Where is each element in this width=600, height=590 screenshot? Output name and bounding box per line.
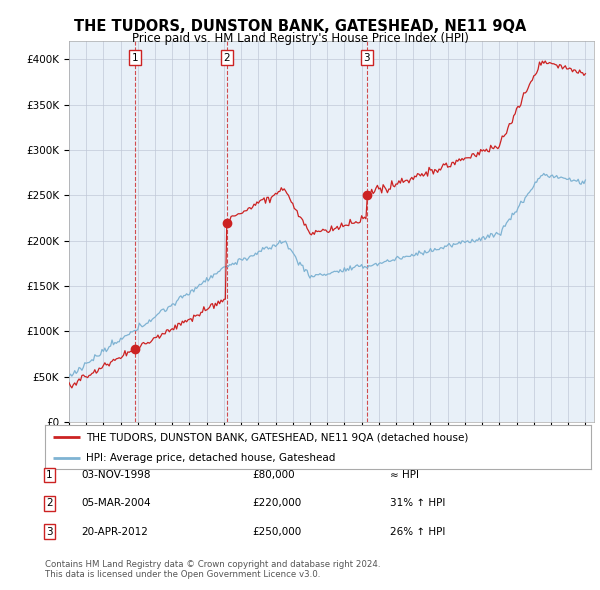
- Text: Contains HM Land Registry data © Crown copyright and database right 2024.
This d: Contains HM Land Registry data © Crown c…: [45, 560, 380, 579]
- Text: £80,000: £80,000: [252, 470, 295, 480]
- Text: 05-MAR-2004: 05-MAR-2004: [81, 499, 151, 508]
- Text: 3: 3: [46, 527, 53, 536]
- Text: 26% ↑ HPI: 26% ↑ HPI: [390, 527, 445, 536]
- Text: £250,000: £250,000: [252, 527, 301, 536]
- Text: 1: 1: [46, 470, 53, 480]
- Text: THE TUDORS, DUNSTON BANK, GATESHEAD, NE11 9QA (detached house): THE TUDORS, DUNSTON BANK, GATESHEAD, NE1…: [86, 432, 469, 442]
- Text: 3: 3: [364, 53, 370, 63]
- Text: 31% ↑ HPI: 31% ↑ HPI: [390, 499, 445, 508]
- Text: Price paid vs. HM Land Registry's House Price Index (HPI): Price paid vs. HM Land Registry's House …: [131, 32, 469, 45]
- Text: £220,000: £220,000: [252, 499, 301, 508]
- Text: 1: 1: [132, 53, 139, 63]
- Text: 2: 2: [224, 53, 230, 63]
- Text: THE TUDORS, DUNSTON BANK, GATESHEAD, NE11 9QA: THE TUDORS, DUNSTON BANK, GATESHEAD, NE1…: [74, 19, 526, 34]
- Text: 2: 2: [46, 499, 53, 508]
- Text: ≈ HPI: ≈ HPI: [390, 470, 419, 480]
- Text: 20-APR-2012: 20-APR-2012: [81, 527, 148, 536]
- Text: HPI: Average price, detached house, Gateshead: HPI: Average price, detached house, Gate…: [86, 453, 335, 463]
- Text: 03-NOV-1998: 03-NOV-1998: [81, 470, 151, 480]
